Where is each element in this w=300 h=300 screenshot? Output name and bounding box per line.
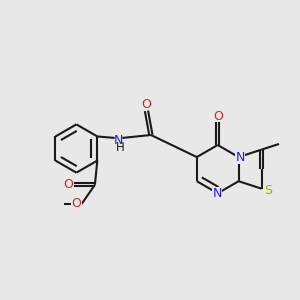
- Text: N: N: [212, 188, 222, 200]
- Text: H: H: [116, 141, 124, 154]
- Text: O: O: [64, 178, 74, 191]
- Text: N: N: [114, 134, 123, 147]
- Text: O: O: [213, 110, 223, 123]
- Text: N: N: [236, 151, 245, 164]
- Text: O: O: [142, 98, 152, 111]
- Text: S: S: [264, 184, 272, 196]
- Text: O: O: [71, 197, 81, 210]
